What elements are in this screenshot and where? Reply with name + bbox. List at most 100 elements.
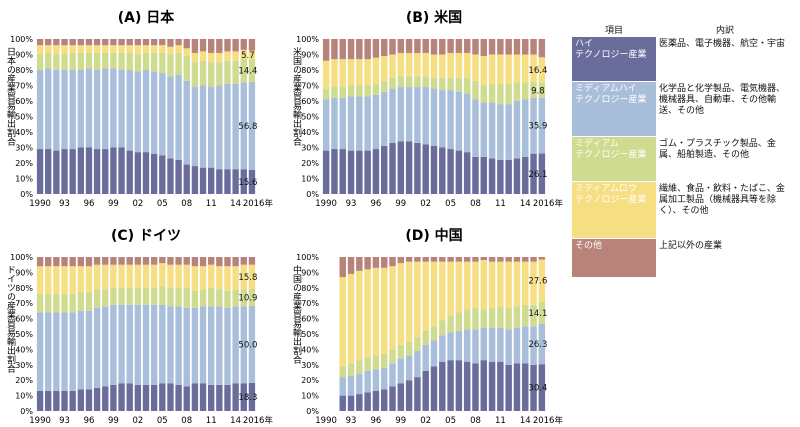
bar-segment-medium_high bbox=[530, 326, 537, 365]
bar-segment-other bbox=[356, 39, 363, 60]
bar-segment-medium_high bbox=[159, 304, 166, 384]
bar-segment-high bbox=[530, 153, 537, 194]
bar-segment-high bbox=[513, 158, 521, 194]
bar-segment-medium_low bbox=[513, 54, 521, 83]
bar-segment-medium_high bbox=[61, 70, 68, 150]
bar-segment-medium_high bbox=[397, 358, 405, 384]
x-tick-label: 14 bbox=[230, 199, 241, 209]
x-tick-label: 99 bbox=[108, 416, 119, 426]
bar-segment-medium_high bbox=[430, 88, 438, 146]
bar-segment-medium bbox=[522, 82, 529, 100]
bar-segment-other bbox=[397, 257, 405, 264]
bar-segment-medium_low bbox=[389, 266, 396, 350]
bar-segment-other bbox=[45, 39, 52, 46]
bar-segment-medium_low bbox=[414, 261, 421, 338]
y-tick-label: 40% bbox=[301, 345, 319, 354]
bar-segment-other bbox=[85, 39, 93, 46]
bar-segment-other bbox=[513, 257, 521, 262]
bar-segment-medium_low bbox=[538, 57, 546, 83]
y-axis-label: 日本の産業貿易輸出割合 bbox=[5, 47, 16, 147]
bar-segment-medium_high bbox=[347, 96, 355, 151]
bar-segment-other bbox=[118, 257, 125, 265]
bar-segment-medium_high bbox=[53, 312, 60, 391]
bar-segment-medium_high bbox=[224, 83, 231, 170]
bar-segment-medium_low bbox=[356, 270, 363, 361]
bar-segment-medium_low bbox=[322, 60, 330, 89]
bar-segment-medium_high bbox=[167, 306, 174, 384]
x-tick-label: 11 bbox=[495, 416, 506, 426]
bar-segment-medium bbox=[339, 87, 346, 98]
bar-segment-medium_low bbox=[142, 264, 150, 288]
bar-segment-other bbox=[488, 257, 496, 262]
bar-segment-medium_low bbox=[497, 261, 504, 307]
bar-segment-other bbox=[405, 39, 413, 53]
bar-segment-other bbox=[183, 39, 190, 49]
bar-segment-medium bbox=[199, 289, 207, 307]
y-tick-label: 0% bbox=[306, 190, 319, 199]
y-tick-label: 60% bbox=[301, 97, 319, 106]
bar-segment-other bbox=[455, 39, 463, 53]
bar-segment-high bbox=[36, 149, 44, 194]
bar-segment-medium bbox=[405, 76, 413, 88]
y-tick-label: 60% bbox=[15, 315, 33, 324]
y-tick-label: 30% bbox=[15, 361, 33, 370]
bar-segment-medium bbox=[422, 330, 429, 345]
bar-segment-medium_low bbox=[513, 261, 521, 307]
bar-segment-medium bbox=[463, 77, 471, 94]
bar-segment-high bbox=[175, 384, 182, 411]
bar-segment-medium bbox=[110, 287, 117, 305]
bar-segment-medium_low bbox=[208, 264, 215, 288]
bar-segment-high bbox=[53, 390, 60, 411]
bar-segment-high bbox=[224, 169, 231, 194]
bar-segment-other bbox=[102, 257, 109, 265]
y-tick-label: 30% bbox=[301, 144, 319, 153]
y-tick-label: 30% bbox=[15, 144, 33, 153]
bar-segment-high bbox=[364, 392, 371, 411]
bar-segment-medium bbox=[77, 52, 84, 70]
bar-segment-medium_high bbox=[339, 377, 346, 396]
bar-segment-medium_low bbox=[522, 54, 529, 83]
bar-segment-medium_high bbox=[488, 102, 496, 159]
bar-segment-medium_low bbox=[45, 45, 52, 53]
bar-segment-medium bbox=[175, 287, 182, 307]
bar-segment-medium_high bbox=[522, 99, 529, 157]
bar-segment-medium_low bbox=[191, 266, 199, 291]
bar-segment-high bbox=[347, 395, 355, 411]
bar-segment-medium_high bbox=[439, 90, 446, 148]
bar-segment-medium_low bbox=[488, 261, 496, 308]
bar-segment-other bbox=[240, 257, 247, 265]
data-label-medium_low: 27.6 bbox=[528, 277, 547, 287]
bar-segment-high bbox=[472, 363, 479, 411]
bar-segment-high bbox=[248, 169, 256, 194]
bar-segment-medium bbox=[347, 363, 355, 376]
bar-segment-medium_low bbox=[339, 277, 346, 367]
bar-segment-other bbox=[208, 39, 215, 53]
bar-segment-other bbox=[522, 257, 529, 262]
bar-segment-high bbox=[414, 142, 421, 194]
y-tick-label: 20% bbox=[301, 376, 319, 385]
bar-segment-high bbox=[216, 169, 223, 194]
bar-segment-medium_high bbox=[118, 70, 125, 148]
bar-segment-other bbox=[61, 39, 68, 46]
chart-title: (C) ドイツ bbox=[111, 228, 181, 244]
bar-segment-high bbox=[389, 142, 396, 194]
bar-segment-medium_low bbox=[380, 56, 388, 81]
bar-segment-medium_high bbox=[538, 323, 546, 365]
bar-segment-medium_low bbox=[224, 266, 231, 291]
bar-segment-medium bbox=[497, 83, 504, 105]
bar-segment-medium bbox=[150, 287, 158, 305]
y-tick-label: 10% bbox=[15, 392, 33, 401]
bar-segment-medium_low bbox=[472, 54, 479, 81]
bar-segment-medium_low bbox=[191, 52, 199, 63]
bar-segment-medium_high bbox=[522, 326, 529, 364]
bar-segment-other bbox=[372, 39, 380, 58]
bar-segment-other bbox=[126, 257, 133, 265]
bar-segment-medium bbox=[463, 309, 471, 330]
bar-segment-medium_low bbox=[118, 264, 125, 288]
bar-segment-high bbox=[69, 390, 76, 411]
bar-segment-medium_low bbox=[232, 51, 239, 61]
bar-segment-medium_low bbox=[232, 266, 239, 290]
bar-segment-medium bbox=[240, 289, 247, 307]
bar-segment-other bbox=[224, 257, 231, 267]
bar-segment-medium_low bbox=[530, 261, 537, 305]
